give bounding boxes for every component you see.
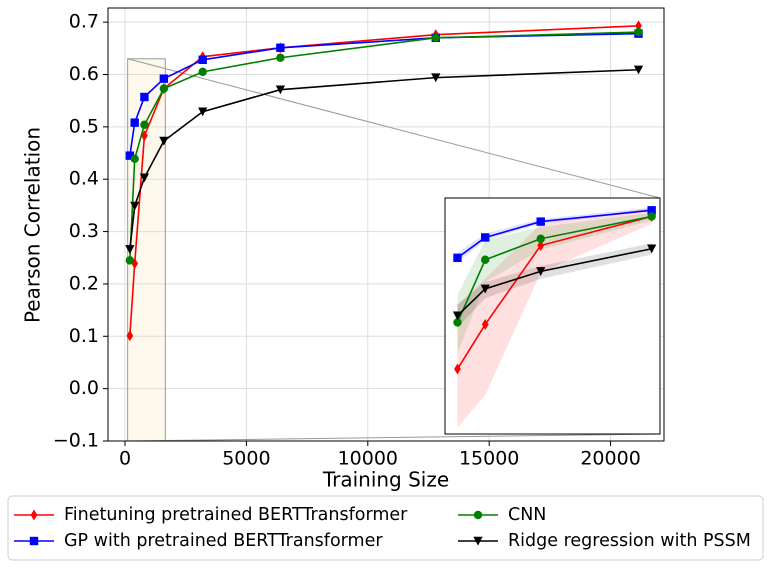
marker bbox=[431, 33, 440, 43]
marker bbox=[275, 85, 286, 95]
marker bbox=[198, 55, 207, 65]
x-axis-label: Training Size bbox=[322, 468, 449, 492]
marker bbox=[647, 244, 657, 254]
marker bbox=[633, 65, 644, 75]
marker bbox=[159, 84, 169, 93]
marker bbox=[473, 510, 483, 520]
y-tick-label: 0.4 bbox=[69, 168, 99, 190]
inset-line bbox=[456, 247, 652, 317]
marker bbox=[139, 173, 150, 183]
y-tick-label: 0.6 bbox=[69, 63, 99, 85]
inset-line bbox=[456, 215, 652, 370]
marker bbox=[536, 267, 546, 277]
error-band bbox=[457, 212, 652, 354]
marker bbox=[647, 212, 656, 221]
marker bbox=[454, 363, 461, 375]
marker bbox=[431, 73, 441, 83]
marker bbox=[276, 43, 285, 52]
marker bbox=[198, 107, 208, 117]
marker bbox=[126, 330, 134, 342]
plot-frame bbox=[107, 7, 665, 442]
marker bbox=[634, 27, 643, 37]
inset bbox=[444, 197, 661, 435]
y-tick-label: 0.3 bbox=[69, 220, 99, 242]
marker bbox=[159, 136, 169, 146]
error-band bbox=[457, 207, 652, 428]
legend-label: Finetuning pretrained BERTTransformer bbox=[64, 505, 408, 525]
legend-label: Ridge regression with PSSM bbox=[508, 531, 751, 551]
marker bbox=[29, 536, 39, 546]
marker bbox=[125, 256, 135, 265]
marker bbox=[536, 234, 545, 243]
marker bbox=[481, 233, 490, 242]
marker bbox=[481, 255, 490, 264]
y-tick-label: 0.0 bbox=[69, 377, 99, 399]
marker bbox=[130, 201, 140, 211]
error-band bbox=[457, 207, 652, 263]
legend-label: GP with pretrained BERTTransformer bbox=[64, 531, 383, 551]
marker bbox=[473, 536, 483, 546]
marker bbox=[140, 92, 149, 102]
zoom-connector bbox=[127, 58, 661, 199]
series-line bbox=[129, 68, 639, 250]
marker bbox=[140, 120, 149, 129]
series-line bbox=[129, 31, 639, 261]
marker bbox=[453, 318, 462, 327]
y-tick-label: 0.2 bbox=[69, 272, 99, 294]
legend-label: CNN bbox=[508, 505, 546, 525]
marker bbox=[125, 245, 135, 254]
marker bbox=[159, 74, 169, 83]
zoom-box bbox=[127, 58, 166, 442]
inset-line bbox=[457, 209, 652, 259]
error-band bbox=[457, 243, 652, 328]
marker bbox=[30, 509, 38, 521]
x-tick-label: 15000 bbox=[459, 448, 519, 470]
marker bbox=[647, 206, 656, 215]
y-axis-label: Pearson Correlation bbox=[21, 127, 45, 323]
x-tick-label: 5000 bbox=[222, 448, 270, 470]
marker bbox=[276, 53, 285, 62]
marker bbox=[481, 318, 489, 330]
marker bbox=[453, 253, 462, 263]
x-tick-label: 20000 bbox=[580, 448, 640, 470]
marker bbox=[130, 118, 139, 127]
plot bbox=[125, 20, 661, 442]
marker bbox=[536, 217, 545, 226]
marker bbox=[130, 154, 139, 163]
legend: Finetuning pretrained BERTTransformer GP … bbox=[14, 505, 751, 551]
series-line bbox=[129, 32, 639, 156]
marker bbox=[125, 151, 135, 160]
inset-line bbox=[456, 215, 652, 323]
inset-frame bbox=[444, 197, 661, 435]
marker bbox=[198, 67, 207, 77]
marker bbox=[537, 240, 545, 251]
marker bbox=[452, 311, 463, 321]
zoom-connector bbox=[127, 433, 661, 442]
marker bbox=[480, 284, 490, 294]
y-tick-label: 0.1 bbox=[69, 325, 99, 347]
x-tick-label: 10000 bbox=[338, 448, 398, 470]
y-tick-label: 0.7 bbox=[69, 11, 99, 33]
x-tick-label: 0 bbox=[119, 448, 131, 470]
y-tick-label: 0.5 bbox=[69, 115, 99, 137]
legend-box bbox=[7, 495, 764, 561]
y-tick-label: −0.1 bbox=[53, 430, 99, 452]
series-line bbox=[129, 25, 639, 336]
